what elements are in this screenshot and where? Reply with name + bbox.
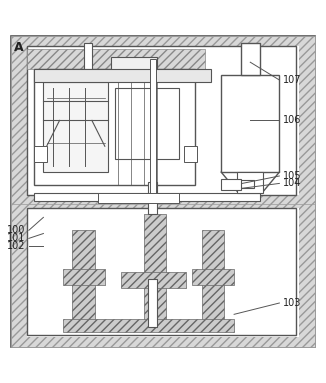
Bar	[11, 198, 315, 347]
Bar	[72, 230, 95, 321]
Bar	[98, 193, 179, 203]
Bar	[34, 193, 260, 201]
Bar	[234, 180, 254, 188]
Bar	[144, 214, 166, 327]
Text: 100: 100	[7, 225, 25, 235]
Bar	[184, 146, 197, 162]
Bar	[114, 88, 179, 159]
Text: 102: 102	[7, 241, 26, 252]
Bar	[121, 272, 185, 288]
Text: 104: 104	[283, 178, 301, 188]
Bar	[34, 146, 47, 162]
Bar	[43, 82, 108, 172]
Text: 105: 105	[283, 171, 301, 181]
Bar	[202, 230, 224, 321]
Bar	[27, 208, 299, 337]
Bar	[221, 178, 241, 190]
Bar	[27, 49, 205, 69]
Bar	[221, 75, 279, 172]
Bar	[63, 269, 105, 285]
Bar	[27, 46, 296, 195]
Bar	[27, 208, 296, 336]
Bar	[150, 59, 156, 195]
Bar	[111, 57, 156, 75]
Text: 107: 107	[283, 75, 301, 85]
Text: 101: 101	[7, 233, 25, 243]
Bar	[11, 36, 315, 205]
Bar	[34, 69, 195, 185]
Bar	[84, 43, 92, 69]
Bar	[148, 279, 156, 327]
Bar	[148, 182, 156, 214]
Text: 106: 106	[283, 115, 301, 125]
Bar	[237, 172, 263, 193]
Bar	[192, 269, 234, 285]
Bar	[241, 43, 260, 75]
Bar	[34, 69, 212, 82]
Bar	[63, 319, 234, 332]
Text: 103: 103	[283, 298, 301, 308]
Bar	[27, 46, 299, 195]
Text: A: A	[14, 41, 24, 54]
